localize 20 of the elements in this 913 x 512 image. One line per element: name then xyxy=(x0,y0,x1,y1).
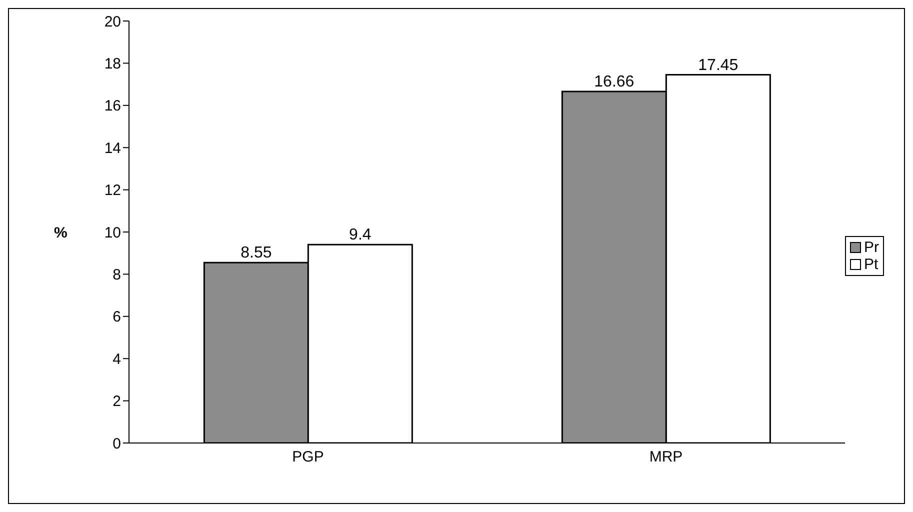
data-label: 9.4 xyxy=(349,226,372,244)
x-tick-label: MRP xyxy=(649,448,683,466)
y-tick-label: 14 xyxy=(104,140,121,157)
data-label: 8.55 xyxy=(240,244,272,262)
data-label: 17.45 xyxy=(698,56,738,74)
y-tick-label: 4 xyxy=(112,350,121,368)
legend-label: Pt xyxy=(864,256,878,273)
y-tick-label: 10 xyxy=(104,224,121,242)
y-tick-label: 20 xyxy=(104,13,121,30)
y-tick-label: 16 xyxy=(104,98,121,115)
x-tick-label: PGP xyxy=(292,448,324,466)
y-tick-label: 2 xyxy=(112,393,121,410)
y-tick-label: 12 xyxy=(104,182,121,200)
data-label: 16.66 xyxy=(594,73,634,90)
y-tick-label: 8 xyxy=(112,266,121,284)
y-tick-label: 6 xyxy=(112,308,121,326)
legend-label: Pr xyxy=(864,239,879,256)
y-tick-label: 18 xyxy=(104,56,121,73)
y-tick-label: 0 xyxy=(112,435,121,452)
y-axis-title: % xyxy=(54,224,68,242)
